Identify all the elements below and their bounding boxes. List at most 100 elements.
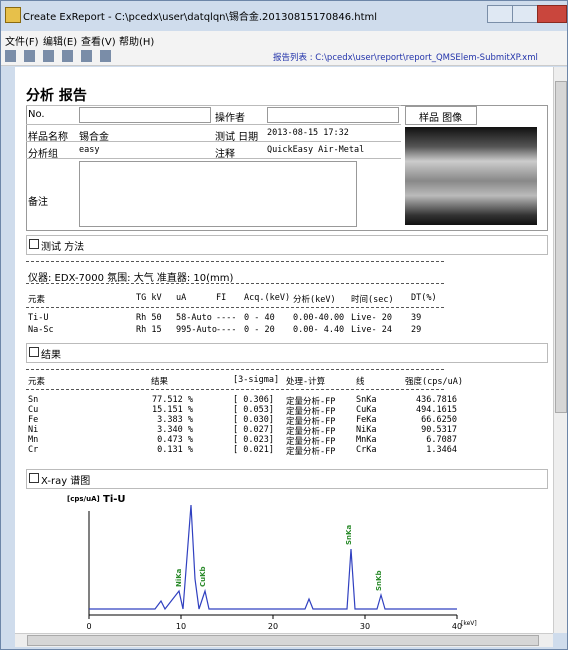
column-header: 时间(sec) — [351, 295, 394, 305]
field-value: QuickEasy Air-Metal — [267, 145, 365, 155]
section-title: 结果 — [41, 350, 61, 361]
menu-item[interactable]: 查看(V) — [81, 37, 116, 48]
menu-item[interactable]: 文件(F) — [5, 37, 39, 48]
table-cell: Live- 24 — [351, 325, 392, 335]
x-tick-label: 40 — [452, 622, 462, 631]
x-tick-label: 20 — [268, 622, 278, 631]
table-cell: 定量分析-FP — [286, 427, 336, 437]
button-label: 样品 图像 — [419, 113, 463, 124]
field-label: 注释 — [215, 149, 235, 160]
x-tick-label: 10 — [176, 622, 186, 631]
menu-bar: 文件(F) 编辑(E) 查看(V) 帮助(H) — [1, 31, 567, 48]
remarks-textarea[interactable] — [79, 161, 357, 227]
close-button[interactable] — [537, 5, 567, 23]
column-header: [3-sigma] — [233, 375, 280, 385]
vertical-scrollbar[interactable] — [553, 67, 567, 633]
table-cell: 494.1615 — [416, 405, 457, 415]
table-cell: 3.340 % — [157, 425, 193, 435]
method-section — [26, 235, 548, 255]
field-label: 操作者 — [215, 113, 245, 124]
horizontal-scrollbar[interactable] — [15, 633, 553, 647]
table-cell: MnKa — [356, 435, 377, 445]
table-cell: 0.00-40.00 — [293, 313, 345, 323]
menu-item[interactable]: 编辑(E) — [43, 37, 78, 48]
table-cell: NiKa — [356, 425, 377, 435]
row-line — [26, 124, 401, 125]
table-cell: ---- — [216, 313, 237, 323]
operator-input[interactable] — [267, 107, 399, 123]
table-cell: 0.131 % — [157, 445, 193, 455]
divider — [26, 261, 444, 262]
peak-label: SnKa — [345, 525, 353, 545]
table-cell: 定量分析-FP — [286, 397, 336, 407]
table-cell: 66.6250 — [421, 415, 457, 425]
table-cell: FeKa — [356, 415, 377, 425]
table-cell: 0.473 % — [157, 435, 193, 445]
spectrum-trace — [89, 504, 457, 611]
checkbox[interactable] — [29, 347, 39, 357]
column-header: 处理-计算 — [286, 377, 326, 387]
channel-label: Ti-U — [103, 494, 126, 505]
field-value: 锡合金 — [79, 132, 109, 143]
table-cell: Rh 50 — [136, 313, 162, 323]
section-title: X-ray 谱图 — [41, 476, 91, 487]
peak-label: CuKb — [199, 566, 207, 587]
field-label: 测试 日期 — [215, 132, 259, 143]
table-cell: Na-Sc — [28, 325, 54, 335]
image-button[interactable] — [405, 106, 477, 125]
table-cell: Rh 15 — [136, 325, 162, 335]
report-content: 分析 报告 No. 操作者 样品 图像样品名称 锡合金 测试 日期 2013-08-15 1… — [15, 67, 553, 633]
table-cell: 0.00- 4.40 — [293, 325, 345, 335]
section-title: 测试 方法 — [41, 242, 85, 253]
table-cell: [ 0.030] — [233, 415, 274, 425]
spectrum-section — [26, 469, 548, 489]
table-cell: Live- 20 — [351, 313, 392, 323]
column-header: 结果 — [151, 377, 169, 387]
table-cell: ---- — [216, 325, 237, 335]
column-header: TG kV — [136, 293, 162, 303]
table-cell: 6.7087 — [426, 435, 457, 445]
column-header: FI — [216, 293, 227, 303]
table-cell: Sn — [28, 395, 39, 405]
checkbox[interactable] — [29, 473, 39, 483]
instrument-info: 仪器: EDX-7000 氛围: 大气 准直器: 10(mm) — [28, 273, 234, 284]
table-cell: SnKa — [356, 395, 377, 405]
divider — [26, 307, 444, 308]
row-line — [26, 141, 401, 142]
table-cell: 定量分析-FP — [286, 447, 336, 457]
table-cell: CrKa — [356, 445, 377, 455]
table-cell: [ 0.306] — [233, 395, 274, 405]
table-cell: [ 0.023] — [233, 435, 274, 445]
column-header: 元素 — [28, 295, 46, 305]
column-header: 线 — [356, 377, 365, 387]
field-value: 2013-08-15 17:32 — [267, 128, 349, 138]
divider — [26, 369, 444, 370]
peak-label: SnKb — [375, 571, 383, 591]
divider — [26, 283, 444, 284]
minimize-button[interactable] — [487, 5, 513, 23]
table-cell: 39 — [411, 313, 422, 323]
column-header: Acq.(keV) — [244, 293, 291, 303]
table-cell: Fe — [28, 415, 39, 425]
column-header: 分析(keV) — [293, 295, 336, 305]
checkbox[interactable] — [29, 239, 39, 249]
table-cell: Ni — [28, 425, 39, 435]
report-heading: 分析 报告 — [26, 88, 87, 104]
row-line — [26, 158, 401, 159]
no-input[interactable] — [79, 107, 211, 123]
field-label: 样品名称 — [28, 132, 68, 143]
table-cell: 15.151 % — [152, 405, 193, 415]
table-cell: 995-Auto — [176, 325, 217, 335]
table-cell: 定量分析-FP — [286, 407, 336, 417]
menu-item[interactable]: 帮助(H) — [119, 37, 155, 48]
maximize-button[interactable] — [512, 5, 538, 23]
table-cell: 3.383 % — [157, 415, 193, 425]
y-axis-unit: [cps/uA] — [67, 495, 100, 503]
field-label: 分析组 — [28, 149, 58, 160]
toolbar-icons[interactable] — [5, 50, 115, 62]
field-label: No. — [28, 109, 45, 120]
column-header: DT(%) — [411, 293, 437, 303]
x-tick-label: 0 — [86, 622, 91, 631]
